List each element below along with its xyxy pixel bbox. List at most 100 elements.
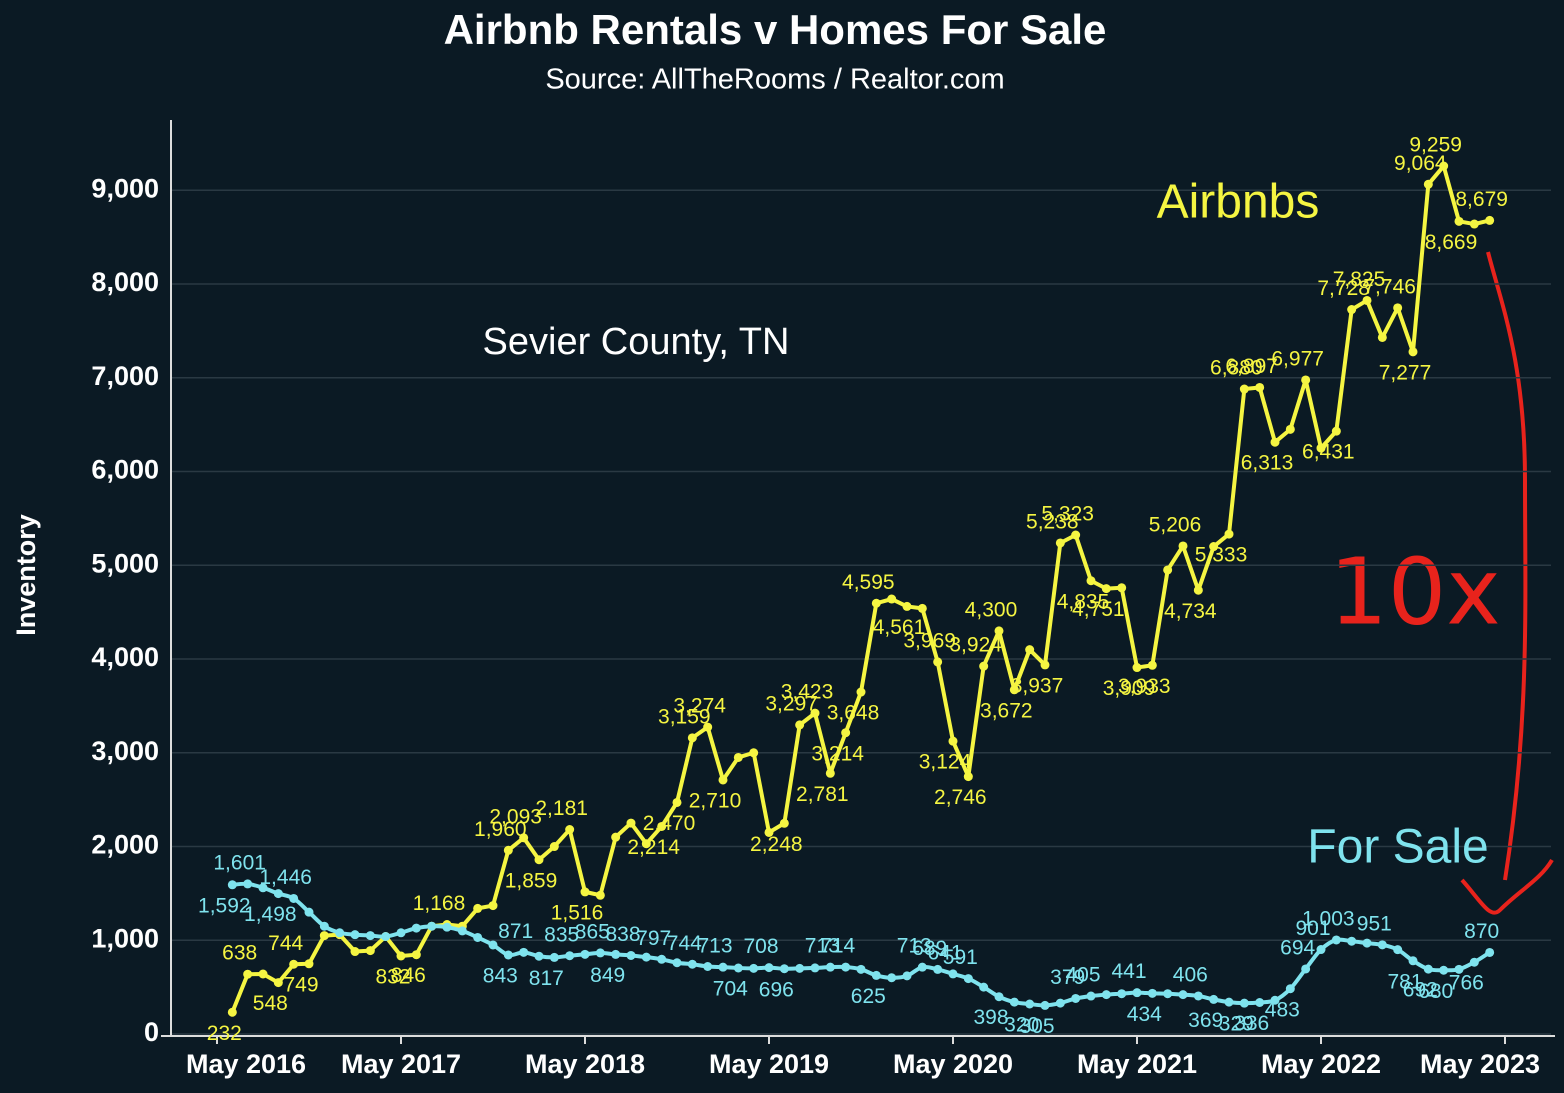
data-point — [580, 949, 590, 959]
legend-label: Airbnbs — [1157, 176, 1320, 229]
data-point — [457, 926, 467, 936]
data-point — [917, 603, 927, 613]
annotation: Sevier County, TN — [483, 321, 790, 363]
data-label: 4,561 — [873, 616, 926, 639]
data-label: 692 — [1403, 979, 1438, 1002]
data-label: 2,214 — [627, 836, 680, 859]
data-point — [319, 931, 329, 941]
data-label: 3,124 — [919, 751, 972, 774]
data-label: 2,181 — [535, 797, 588, 820]
data-label: 744 — [268, 932, 303, 955]
data-point — [825, 768, 835, 778]
data-point — [1301, 964, 1311, 974]
data-point — [227, 1007, 237, 1017]
chart-subtitle: Source: AllTheRooms / Realtor.com — [545, 64, 1004, 96]
data-label: 4,300 — [965, 598, 1018, 621]
data-label: 4,595 — [842, 571, 895, 594]
data-label: 4,734 — [1164, 600, 1217, 623]
data-point — [365, 931, 375, 941]
data-point — [1439, 965, 1449, 975]
data-point — [841, 728, 851, 738]
data-point — [963, 772, 973, 782]
data-label: 766 — [1449, 972, 1484, 995]
data-label: 3,909 — [1103, 677, 1156, 700]
data-point — [979, 982, 989, 992]
data-label: 832 — [375, 966, 410, 989]
data-point — [1025, 999, 1035, 1009]
data-label: 5,206 — [1149, 514, 1202, 537]
data-point — [396, 928, 406, 938]
data-point — [672, 797, 682, 807]
data-point — [764, 963, 774, 973]
data-point — [1362, 295, 1372, 305]
legend-label: For Sale — [1307, 821, 1488, 874]
data-point — [1209, 994, 1219, 1004]
data-label: 3,297 — [765, 692, 818, 715]
data-point — [1147, 660, 1157, 670]
data-label: 951 — [1357, 912, 1392, 935]
data-label: 694 — [1280, 936, 1315, 959]
data-point — [703, 962, 713, 972]
x-tick-label: May 2020 — [893, 1049, 1013, 1079]
data-point — [1439, 161, 1449, 171]
data-point — [795, 720, 805, 730]
data-point — [1331, 426, 1341, 436]
data-label: 901 — [1295, 917, 1330, 940]
y-tick-label: 1,000 — [91, 923, 159, 953]
data-label: 1,516 — [551, 901, 604, 924]
data-point — [657, 954, 667, 964]
y-tick-label: 2,000 — [91, 830, 159, 860]
data-point — [810, 708, 820, 718]
y-tick-label: 4,000 — [91, 642, 159, 672]
data-point — [687, 959, 697, 969]
annotation: 10x — [1329, 538, 1501, 645]
data-point — [1377, 332, 1387, 342]
data-point — [948, 736, 958, 746]
data-label: 708 — [743, 935, 778, 958]
data-point — [1270, 995, 1280, 1005]
data-label: 641 — [927, 941, 962, 964]
data-point — [887, 594, 897, 604]
y-tick-label: 7,000 — [91, 361, 159, 391]
data-point — [289, 893, 299, 903]
data-point — [396, 951, 406, 961]
data-point — [841, 962, 851, 972]
data-point — [1132, 988, 1142, 998]
data-point — [1255, 382, 1265, 392]
data-point — [1163, 989, 1173, 999]
data-label: 3,214 — [811, 742, 864, 765]
data-label: 6,977 — [1271, 347, 1324, 370]
data-label: 849 — [590, 964, 625, 987]
x-tick-label: May 2019 — [709, 1049, 829, 1079]
data-label: 8,679 — [1455, 188, 1508, 211]
data-label: 5,333 — [1195, 544, 1248, 567]
data-point — [1454, 216, 1464, 226]
data-point — [595, 948, 605, 958]
data-label: 232 — [207, 1022, 242, 1045]
data-label: 3,274 — [673, 695, 726, 718]
data-point — [1408, 956, 1418, 966]
x-tick-label: May 2017 — [341, 1049, 461, 1079]
data-label: 713 — [697, 935, 732, 958]
x-tick-label: May 2016 — [186, 1049, 306, 1079]
data-label: 2,746 — [934, 786, 987, 809]
data-point — [273, 889, 283, 899]
data-point — [503, 845, 513, 855]
data-label: 2,093 — [489, 805, 542, 828]
data-point — [733, 752, 743, 762]
data-point — [902, 971, 912, 981]
data-label: 781 — [1387, 970, 1422, 993]
data-point — [1423, 179, 1433, 189]
data-label: 6,313 — [1241, 452, 1294, 475]
data-label: 5,323 — [1041, 503, 1094, 526]
data-label: 3,969 — [903, 629, 956, 652]
data-label: 7,277 — [1379, 361, 1432, 384]
data-point — [1224, 529, 1234, 539]
data-point — [1393, 945, 1403, 955]
data-label: 1,592 — [198, 894, 251, 917]
data-point — [1193, 991, 1203, 1001]
data-point — [764, 827, 774, 837]
data-label: 2,248 — [750, 833, 803, 856]
data-point — [1025, 645, 1035, 655]
